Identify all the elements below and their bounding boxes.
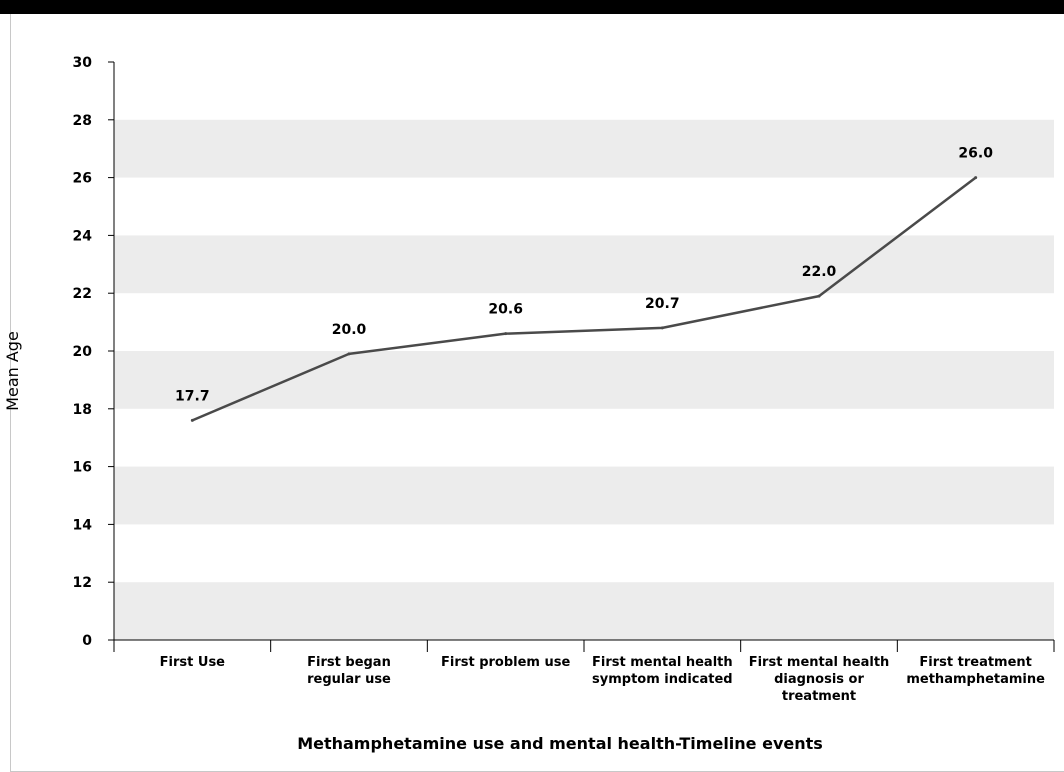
- grid-band: [114, 351, 1054, 409]
- data-point: [660, 326, 664, 330]
- data-label: 20.7: [645, 296, 680, 312]
- data-label: 22.0: [802, 264, 837, 280]
- data-point: [504, 332, 508, 336]
- top-border: [0, 0, 1064, 14]
- y-tick-label: 22: [73, 286, 92, 302]
- grid-band: [114, 119, 1054, 178]
- grid-band: [114, 466, 1054, 525]
- x-tick-label: First Use: [160, 655, 226, 670]
- data-label: 20.6: [488, 302, 523, 318]
- y-tick-label: 24: [73, 228, 93, 244]
- x-tick-label: First mental health diagnosis or treatment: [749, 655, 890, 704]
- grid-band: [114, 235, 1054, 294]
- series-group: 17.7 20.0 20.6 20.7 22.0 26.0: [175, 146, 993, 422]
- data-point: [817, 294, 821, 298]
- x-tick-label: First treatment methamphetamine: [906, 655, 1045, 687]
- data-label: 17.7: [175, 388, 210, 404]
- y-ticks: 0 12 14 16 18 20 22 24 26 28 30: [73, 55, 114, 649]
- data-point: [347, 352, 351, 356]
- data-point: [190, 418, 194, 422]
- y-tick-label: 14: [73, 517, 93, 533]
- y-tick-label: 20: [73, 344, 93, 360]
- data-label: 20.0: [332, 322, 367, 338]
- data-label: 26.0: [958, 146, 993, 162]
- y-tick-label: 26: [73, 171, 92, 187]
- x-axis-label: Methamphetamine use and mental health-Ti…: [297, 734, 823, 753]
- x-tick-label: First problem use: [441, 655, 571, 670]
- x-tick-label: First mental health symptom indicated: [592, 655, 733, 687]
- y-tick-label: 18: [73, 402, 92, 418]
- grid-bands: [114, 119, 1054, 640]
- y-tick-label: 28: [73, 113, 92, 129]
- x-ticks: First Use First began regular use First pro…: [113, 640, 1055, 704]
- grid-band: [114, 582, 1054, 640]
- y-tick-label: 12: [73, 575, 92, 591]
- y-tick-label: 16: [73, 460, 92, 476]
- left-border: [10, 14, 11, 772]
- y-tick-label: 30: [73, 55, 93, 71]
- y-axis-label: Mean Age: [3, 331, 22, 411]
- data-point: [974, 176, 978, 180]
- y-tick-label: 0: [82, 633, 92, 649]
- x-tick-label: First began regular use: [307, 655, 391, 687]
- series-line: [191, 176, 977, 422]
